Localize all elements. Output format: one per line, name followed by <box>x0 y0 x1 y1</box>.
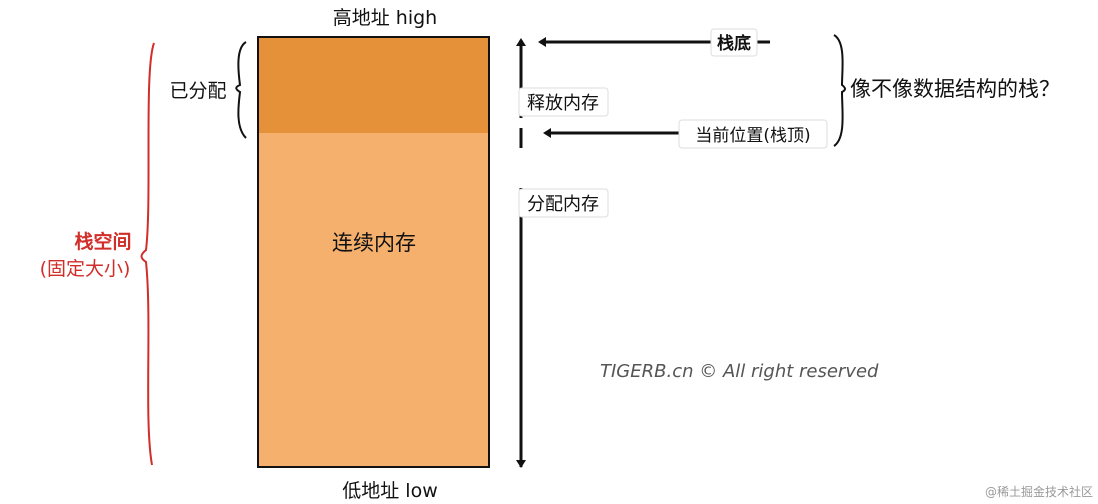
stack-space-label: 栈空间 <box>74 230 131 253</box>
contiguous-memory-label: 连续内存 <box>332 231 416 255</box>
current-position-label: 当前位置(栈顶) <box>695 126 810 146</box>
watermark: TIGERB.cn © All right reserved <box>600 361 879 382</box>
allocate-memory-box <box>518 188 609 218</box>
release-memory-box <box>518 87 609 117</box>
question-brace <box>833 34 846 147</box>
allocated-region <box>259 38 488 133</box>
source-watermark: @稀土掘金技术社区 <box>985 484 1093 499</box>
allocate-memory-label: 分配内存 <box>527 194 599 215</box>
allocated-brace <box>235 41 247 139</box>
release-memory-label: 释放内存 <box>527 93 599 114</box>
stack-space-brace <box>140 42 155 466</box>
stack-bottom-label: 栈底 <box>717 33 751 54</box>
question-label: 像不像数据结构的栈？ <box>850 77 1060 101</box>
stack-space-fixed-size-label: (固定大小) <box>40 258 131 280</box>
low-address-label: 低地址 low <box>342 480 437 502</box>
allocated-label: 已分配 <box>169 80 226 102</box>
high-address-label: 高地址 high <box>333 7 437 29</box>
